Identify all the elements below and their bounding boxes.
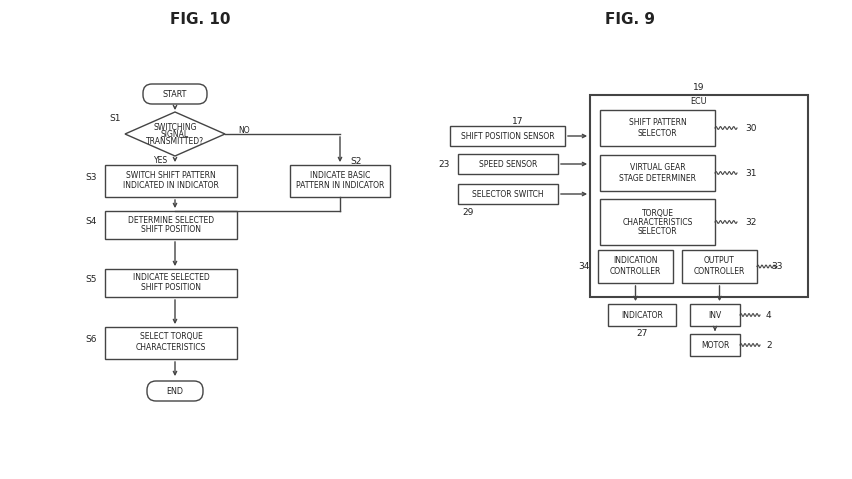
Text: MOTOR: MOTOR [701, 341, 729, 350]
FancyBboxPatch shape [105, 165, 237, 197]
Text: S4: S4 [85, 217, 97, 226]
Text: ECU: ECU [691, 96, 707, 105]
Text: 4: 4 [766, 310, 772, 319]
Text: 34: 34 [579, 262, 590, 271]
FancyBboxPatch shape [458, 184, 558, 204]
Text: S6: S6 [85, 334, 97, 343]
Text: S3: S3 [85, 172, 97, 182]
Text: 33: 33 [771, 262, 782, 271]
Text: INDICATE SELECTED: INDICATE SELECTED [133, 274, 210, 283]
Text: SIGNAL: SIGNAL [161, 129, 189, 138]
Text: 31: 31 [745, 169, 757, 178]
Text: YES: YES [154, 156, 168, 164]
Text: SWITCHING: SWITCHING [153, 123, 197, 132]
Text: SHIFT POSITION: SHIFT POSITION [141, 283, 201, 292]
Text: 30: 30 [745, 124, 757, 133]
Text: S1: S1 [109, 114, 121, 123]
Text: FIG. 9: FIG. 9 [605, 11, 655, 26]
Text: INDICATION: INDICATION [613, 256, 658, 265]
FancyBboxPatch shape [105, 211, 237, 239]
Text: SELECTOR SWITCH: SELECTOR SWITCH [472, 190, 544, 198]
FancyBboxPatch shape [600, 155, 715, 191]
Text: INDICATE BASIC: INDICATE BASIC [310, 171, 370, 180]
FancyBboxPatch shape [590, 95, 808, 297]
FancyBboxPatch shape [105, 327, 237, 359]
FancyBboxPatch shape [458, 154, 558, 174]
Text: SELECT TORQUE: SELECT TORQUE [140, 332, 203, 342]
Text: FIG. 10: FIG. 10 [170, 11, 230, 26]
Text: INV: INV [708, 310, 722, 319]
FancyBboxPatch shape [147, 381, 203, 401]
Text: S2: S2 [350, 157, 361, 166]
FancyBboxPatch shape [105, 269, 237, 297]
FancyBboxPatch shape [690, 304, 740, 326]
FancyBboxPatch shape [143, 84, 207, 104]
Text: SELECTOR: SELECTOR [637, 128, 677, 137]
Text: INDICATED IN INDICATOR: INDICATED IN INDICATOR [123, 181, 219, 190]
Text: 32: 32 [745, 217, 757, 227]
Text: SHIFT POSITION: SHIFT POSITION [141, 225, 201, 233]
Text: SELECTOR: SELECTOR [637, 227, 677, 236]
Text: 19: 19 [694, 82, 705, 91]
Text: STAGE DETERMINER: STAGE DETERMINER [619, 173, 696, 182]
FancyBboxPatch shape [290, 165, 390, 197]
Text: 27: 27 [636, 330, 648, 339]
FancyBboxPatch shape [598, 250, 673, 283]
Text: S5: S5 [85, 274, 97, 284]
FancyBboxPatch shape [682, 250, 757, 283]
Text: OUTPUT: OUTPUT [704, 256, 735, 265]
Polygon shape [125, 112, 225, 156]
Text: END: END [166, 387, 183, 396]
Text: PATTERN IN INDICATOR: PATTERN IN INDICATOR [296, 181, 384, 190]
Text: SPEED SENSOR: SPEED SENSOR [479, 160, 538, 169]
Text: SHIFT POSITION SENSOR: SHIFT POSITION SENSOR [461, 132, 555, 140]
Text: DETERMINE SELECTED: DETERMINE SELECTED [128, 216, 214, 225]
Text: CONTROLLER: CONTROLLER [610, 267, 661, 276]
Text: START: START [163, 90, 187, 99]
Text: CONTROLLER: CONTROLLER [694, 267, 746, 276]
Text: TORQUE: TORQUE [642, 208, 673, 217]
Text: NO: NO [238, 125, 250, 135]
Text: VIRTUAL GEAR: VIRTUAL GEAR [630, 162, 685, 171]
FancyBboxPatch shape [608, 304, 676, 326]
Text: CHARACTERISTICS: CHARACTERISTICS [135, 342, 206, 352]
Text: 2: 2 [766, 341, 772, 350]
FancyBboxPatch shape [600, 199, 715, 245]
Text: 23: 23 [439, 160, 450, 169]
FancyBboxPatch shape [450, 126, 565, 146]
Text: TRANSMITTED?: TRANSMITTED? [146, 137, 204, 146]
Text: INDICATOR: INDICATOR [621, 310, 663, 319]
Text: 17: 17 [512, 116, 523, 125]
Text: CHARACTERISTICS: CHARACTERISTICS [622, 217, 693, 227]
Text: 29: 29 [463, 207, 474, 217]
Text: SWITCH SHIFT PATTERN: SWITCH SHIFT PATTERN [126, 171, 216, 180]
FancyBboxPatch shape [600, 110, 715, 146]
Text: SHIFT PATTERN: SHIFT PATTERN [629, 117, 687, 126]
FancyBboxPatch shape [690, 334, 740, 356]
